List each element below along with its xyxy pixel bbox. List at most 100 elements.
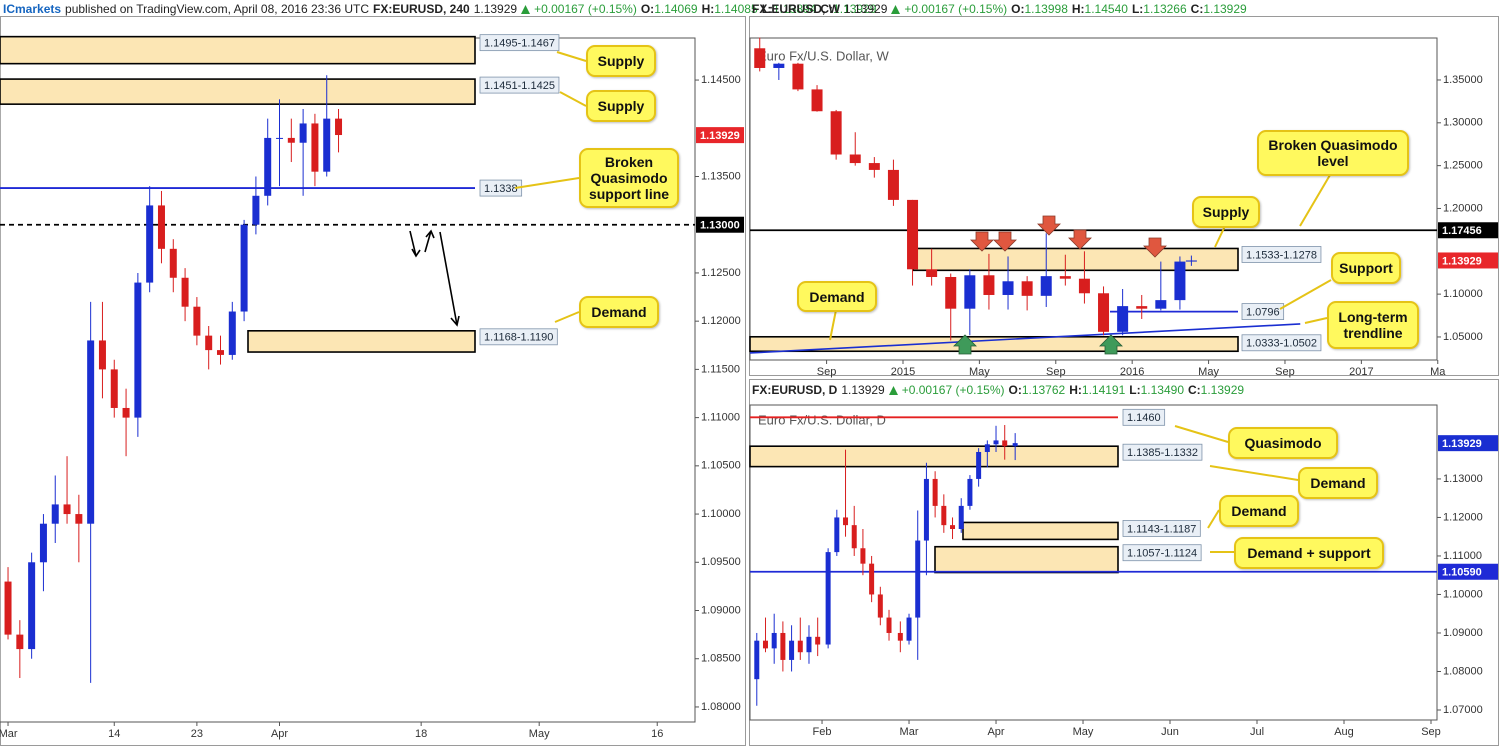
ohlc-value: 1.13894 [772, 2, 817, 16]
symbol: FX:EURUSD, D [752, 383, 838, 397]
callout: Broken Quasimodo support line [579, 148, 679, 208]
y-tick-label: 1.08000 [1443, 665, 1483, 677]
ohlc-label: L: [1129, 383, 1141, 397]
candle-body [860, 548, 866, 564]
line-price-label: 1.17456 [1442, 225, 1482, 237]
zone-label-box [1241, 246, 1322, 263]
zone-label-box [479, 328, 558, 346]
candle-body [1040, 276, 1052, 296]
last-value: 1.13929 [841, 383, 885, 397]
candle-body [754, 640, 760, 680]
candle-body [780, 632, 786, 660]
candle-body [110, 369, 118, 408]
zone [0, 35, 476, 65]
candle-body [923, 478, 929, 541]
y-tick-label: 1.14500 [701, 74, 741, 86]
zone [934, 545, 1119, 574]
candle-body [216, 350, 224, 355]
callout: Demand [1298, 467, 1378, 499]
y-tick-label: 1.35000 [1443, 74, 1483, 86]
x-tick-label: Sep [1046, 366, 1066, 378]
ohlc-label: C: [1188, 383, 1201, 397]
ohlc-item: H:1.14540 [1072, 1, 1128, 17]
ohlc-label: O: [1011, 2, 1025, 16]
y-tick-label: 1.10500 [701, 460, 741, 472]
pointer [1174, 425, 1229, 443]
change: +0.00167 (+0.15%) [901, 383, 1005, 397]
down-marker [1037, 215, 1061, 236]
ohlc-item: C:1.13929 [1188, 382, 1244, 398]
ohlc-value: 1.14540 [1084, 2, 1128, 16]
ohlc-label: C: [1190, 2, 1204, 16]
y-tick-label: 1.10000 [1443, 288, 1483, 300]
candle-body [792, 63, 804, 90]
candle-body [762, 640, 768, 649]
ohlc-label: C: [820, 2, 834, 16]
y-tick-label: 1.12000 [701, 315, 741, 327]
ohlc-label: H: [701, 2, 715, 16]
candle-body [4, 581, 12, 635]
candle-body [28, 562, 36, 650]
line-label: 1.1460 [1127, 412, 1161, 424]
x-tick-label: 14 [108, 728, 120, 740]
candle-body [146, 205, 154, 283]
y-tick-label: 1.12500 [701, 267, 741, 279]
x-tick-label: Sep [817, 366, 837, 378]
triangle [521, 4, 531, 14]
candle-body [907, 199, 919, 270]
candle-body [335, 118, 343, 136]
candle-body [945, 276, 957, 309]
x-tick-label: Apr [987, 726, 1004, 738]
line-label: 1.0796 [1246, 307, 1280, 319]
watermark-title: Euro Fx/U.S. Dollar, W [758, 48, 889, 63]
zone-label: 1.1168-1.1190 [484, 332, 553, 344]
plot-area [0, 37, 696, 723]
candle-body [181, 277, 189, 307]
y-tick-label: 1.09000 [1443, 627, 1483, 639]
candle-body [849, 154, 861, 164]
x-tick-label: Jun [1161, 726, 1179, 738]
candle-body [98, 340, 106, 370]
candle-body [815, 636, 821, 645]
ohlc-value: 1.13929 [1200, 383, 1245, 397]
zone [749, 445, 1119, 468]
zone-label-box [1241, 334, 1322, 352]
callout: Supply [586, 45, 656, 77]
chart-header: FX:EURUSD, 240 1.13929 +0.00167 (+0.15%) O:… [373, 1, 876, 17]
ohlc-label: L: [1131, 2, 1144, 16]
zone [912, 247, 1239, 272]
candle-body [1002, 440, 1008, 447]
candle-body [240, 224, 248, 312]
candle-body [869, 563, 875, 595]
candle-body [958, 505, 964, 529]
zone-label: 1.1385-1.1332 [1127, 447, 1198, 459]
candle-body [773, 63, 785, 68]
y-tick-label: 1.07000 [1443, 704, 1483, 716]
ohlc-value: 1.14085 [714, 2, 758, 16]
ohlc-item: C:1.13929 [820, 1, 876, 17]
triangle [888, 385, 898, 395]
callout: Support [1331, 252, 1401, 284]
candle-body [311, 123, 319, 172]
candle-body [1136, 306, 1148, 309]
y-tick-label: 1.11000 [701, 412, 740, 424]
candle-body [63, 504, 71, 515]
zone-label-box [1122, 520, 1201, 537]
down-marker [1143, 237, 1167, 258]
up-triangle [888, 385, 898, 395]
callout: Demand [797, 281, 877, 312]
candle-body [830, 111, 842, 155]
ohlc-item: L:1.13894 [762, 1, 817, 17]
ohlc-item: L:1.13266 [1132, 1, 1187, 17]
pointer [556, 51, 587, 62]
candle-body [1185, 260, 1197, 262]
x-tick-label: 2015 [891, 366, 915, 378]
y-tick-label: 1.12000 [1443, 511, 1483, 523]
zone-label-box [479, 34, 560, 52]
ohlc-value: 1.13266 [1143, 2, 1187, 16]
arrow [409, 230, 421, 258]
candle-body [16, 634, 24, 650]
candle-body [834, 517, 840, 553]
